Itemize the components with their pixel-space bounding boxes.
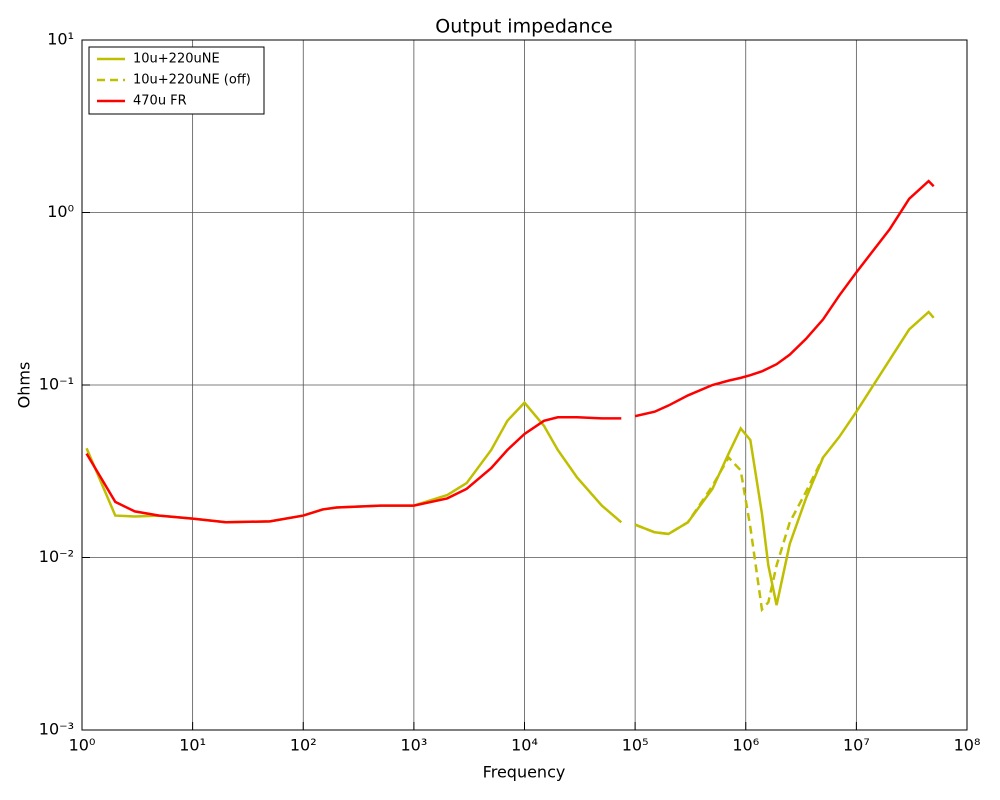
legend-label: 470u FR bbox=[133, 94, 187, 109]
series-line bbox=[634, 455, 825, 613]
chart-title: Output impedance bbox=[435, 16, 612, 38]
x-tick-label: 10⁶ bbox=[732, 736, 759, 755]
legend-label: 10u+220uNE bbox=[133, 52, 220, 67]
y-tick-label: 10⁻³ bbox=[39, 720, 74, 739]
x-tick-label: 10² bbox=[290, 736, 317, 755]
legend-label: 10u+220uNE (off) bbox=[133, 73, 251, 88]
y-tick-label: 10⁻² bbox=[39, 547, 74, 566]
x-tick-label: 10³ bbox=[400, 736, 427, 755]
x-tick-label: 10⁸ bbox=[954, 736, 981, 755]
x-tick-label: 10¹ bbox=[179, 736, 206, 755]
x-tick-label: 10⁷ bbox=[843, 736, 870, 755]
plot-frame bbox=[81, 39, 968, 731]
x-axis-label: Frequency bbox=[483, 763, 566, 782]
series-line bbox=[85, 179, 935, 524]
y-axis-label: Ohms bbox=[15, 362, 34, 409]
x-tick-label: 10⁴ bbox=[511, 736, 538, 755]
y-tick-label: 10¹ bbox=[47, 30, 74, 49]
x-tick-label: 10⁵ bbox=[622, 736, 649, 755]
y-tick-label: 10⁻¹ bbox=[39, 375, 74, 394]
x-tick-label: 10⁰ bbox=[69, 736, 96, 755]
y-tick-label: 10⁰ bbox=[47, 202, 74, 221]
